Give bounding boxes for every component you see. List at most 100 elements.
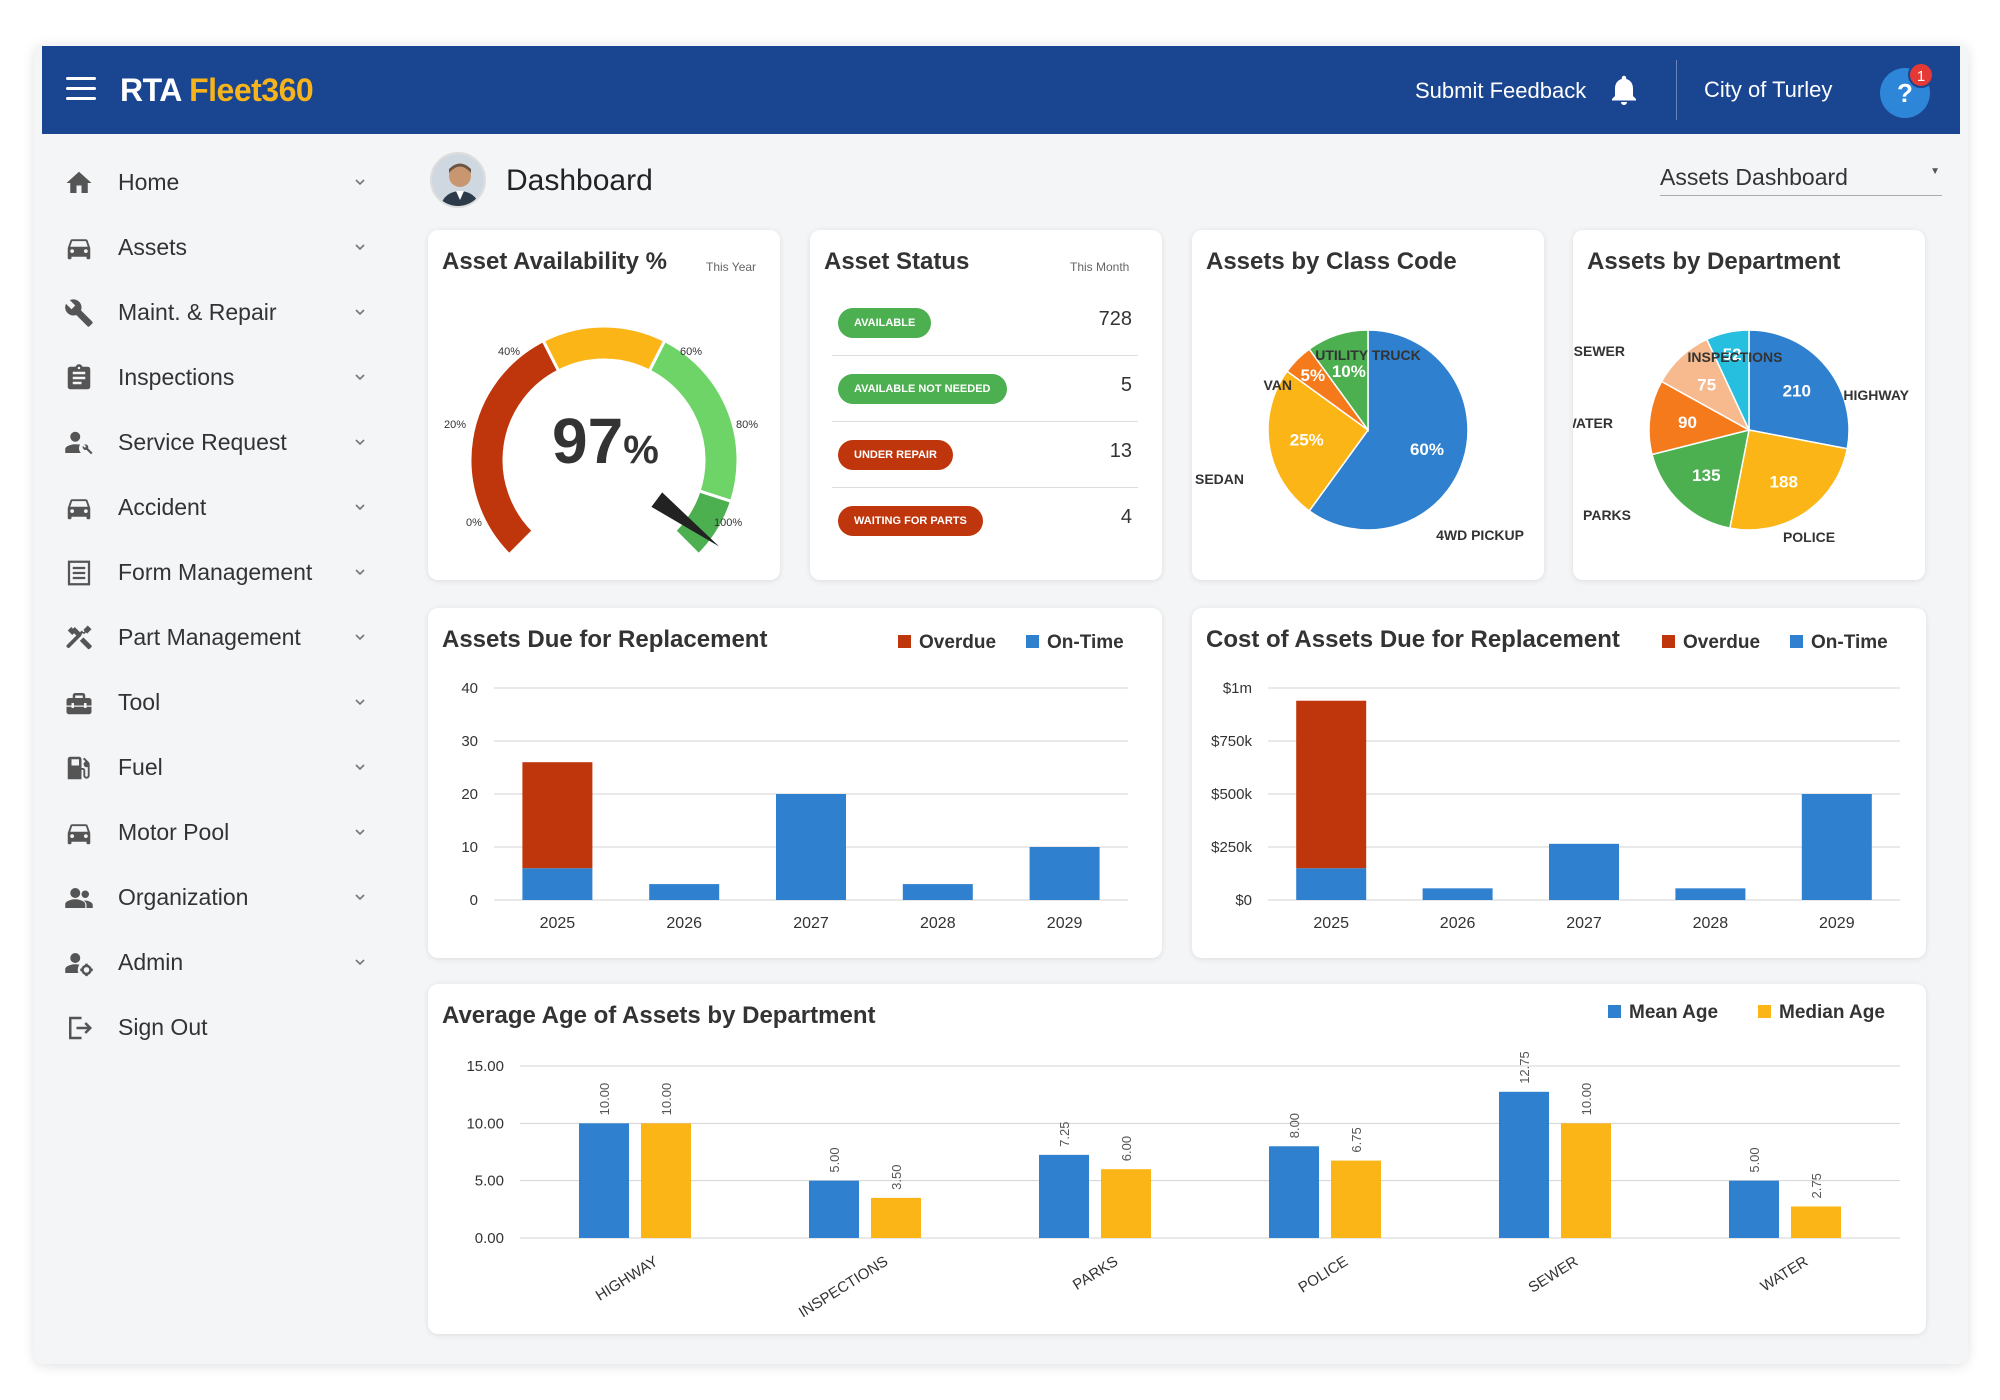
legend-swatch: [1026, 635, 1039, 648]
sidebar-item-service-request[interactable]: Service Request: [34, 412, 390, 472]
bar-mean-age[interactable]: [809, 1180, 859, 1238]
legend-median-age[interactable]: Median Age: [1758, 1002, 1885, 1024]
pie-value-label: 52: [1723, 345, 1742, 364]
bar-on-time[interactable]: [1801, 794, 1872, 900]
pie-slice[interactable]: [1651, 428, 1750, 530]
user-avatar[interactable]: [430, 152, 486, 208]
bar-overdue[interactable]: [1296, 700, 1367, 869]
pie-category-label: PARKS: [1583, 507, 1631, 523]
sidebar-item-tool[interactable]: Tool: [34, 672, 390, 732]
pie-category-label: WATER: [1573, 415, 1613, 431]
sidebar-item-part-management[interactable]: Part Management: [34, 607, 390, 667]
chevron-down-icon[interactable]: [352, 499, 368, 515]
status-pill[interactable]: UNDER REPAIR: [838, 440, 953, 470]
bar-median-age[interactable]: [1101, 1169, 1151, 1238]
sidebar-item-organization[interactable]: Organization: [34, 867, 390, 927]
bar-median-age[interactable]: [1331, 1160, 1381, 1238]
chevron-down-icon[interactable]: [352, 564, 368, 580]
bar-value-label: 12.75: [1517, 1051, 1532, 1084]
bar-on-time[interactable]: [522, 868, 593, 900]
sidebar-item-accident[interactable]: Accident: [34, 477, 390, 537]
chevron-down-icon[interactable]: [352, 369, 368, 385]
pie-slice[interactable]: [1308, 329, 1469, 531]
bar-overdue[interactable]: [522, 762, 593, 869]
gauge-band-light-green: [647, 338, 740, 504]
x-tick-label: 2028: [1693, 915, 1729, 932]
sidebar-item-motor-pool[interactable]: Motor Pool: [34, 802, 390, 862]
y-tick-label: $500k: [1211, 786, 1252, 803]
status-pill[interactable]: WAITING FOR PARTS: [838, 506, 983, 536]
sidebar-item-home[interactable]: Home: [34, 152, 390, 212]
org-name[interactable]: City of Turley: [1704, 77, 1833, 102]
sidebar-item-fuel[interactable]: Fuel: [34, 737, 390, 797]
bar-on-time[interactable]: [776, 794, 846, 900]
pie-slice[interactable]: [1705, 329, 1750, 431]
dashboard-select[interactable]: Assets Dashboard ▼: [1660, 160, 1942, 196]
pie-slice[interactable]: [1267, 370, 1370, 512]
bar-median-age[interactable]: [871, 1197, 921, 1238]
menu-icon[interactable]: [66, 77, 96, 101]
legend-on-time[interactable]: On-Time: [1790, 632, 1888, 654]
bar-on-time[interactable]: [1029, 847, 1100, 900]
legend-mean-age[interactable]: Mean Age: [1608, 1002, 1718, 1024]
pie-value-label: 60%: [1410, 440, 1444, 459]
bar-value-label: 10.00: [659, 1083, 674, 1116]
bar-value-label: 8.00: [1287, 1113, 1302, 1138]
legend-overdue[interactable]: Overdue: [898, 632, 996, 654]
bar-median-age[interactable]: [1791, 1206, 1841, 1238]
bar-on-time[interactable]: [1422, 888, 1493, 900]
chevron-down-icon[interactable]: [352, 434, 368, 450]
pie-category-label: INSPECTIONS: [1688, 349, 1783, 365]
chevron-down-icon[interactable]: [352, 889, 368, 905]
bar-value-label: 3.50: [889, 1165, 904, 1190]
pie-category-label: HIGHWAY: [1843, 387, 1909, 403]
card-title: Assets by Class Code: [1206, 248, 1457, 275]
bar-on-time[interactable]: [649, 884, 720, 900]
bar-on-time[interactable]: [1675, 888, 1746, 900]
bar-mean-age[interactable]: [579, 1123, 629, 1238]
chevron-down-icon[interactable]: [352, 629, 368, 645]
chevron-down-icon[interactable]: [352, 759, 368, 775]
sidebar-item-form-management[interactable]: Form Management: [34, 542, 390, 602]
people-icon: [65, 888, 93, 908]
sidebar: Home Assets Maint. & Repair Inspections Serv…: [34, 136, 390, 1364]
sidebar-item-sign-out[interactable]: Sign Out: [34, 997, 390, 1057]
chevron-down-icon[interactable]: [352, 954, 368, 970]
sidebar-item-admin[interactable]: Admin: [34, 932, 390, 992]
x-tick-label: 2027: [793, 915, 829, 932]
pie-slice[interactable]: [1648, 380, 1752, 456]
pie-slice[interactable]: [1308, 329, 1369, 433]
y-tick-label: 0: [470, 892, 478, 909]
legend-label: Median Age: [1779, 1002, 1885, 1023]
bar-mean-age[interactable]: [1269, 1146, 1319, 1238]
card-title: Average Age of Assets by Department: [442, 1002, 876, 1029]
bell-icon[interactable]: [1606, 72, 1642, 108]
status-pill[interactable]: AVAILABLE: [838, 308, 932, 338]
legend-on-time[interactable]: On-Time: [1026, 632, 1124, 654]
sidebar-item-inspections[interactable]: Inspections: [34, 347, 390, 407]
header-divider: [1676, 60, 1677, 120]
chevron-down-icon[interactable]: [352, 239, 368, 255]
fuel-icon: [67, 756, 90, 780]
bar-mean-age[interactable]: [1039, 1154, 1089, 1238]
sidebar-item-assets[interactable]: Assets: [34, 217, 390, 277]
chevron-down-icon[interactable]: [352, 304, 368, 320]
bar-mean-age[interactable]: [1729, 1180, 1779, 1238]
legend-overdue[interactable]: Overdue: [1662, 632, 1760, 654]
bar-on-time[interactable]: [1296, 868, 1367, 900]
app-logo[interactable]: RTA Fleet360: [120, 72, 314, 109]
chevron-down-icon[interactable]: [352, 824, 368, 840]
bar-mean-age[interactable]: [1499, 1091, 1549, 1238]
pie-slice[interactable]: [1748, 329, 1850, 450]
toolbox-icon: [66, 693, 92, 715]
pie-slice[interactable]: [1728, 429, 1849, 531]
submit-feedback-link[interactable]: Submit Feedback: [1415, 78, 1587, 103]
chevron-down-icon[interactable]: [352, 174, 368, 190]
bar-median-age[interactable]: [1561, 1123, 1611, 1238]
status-pill[interactable]: AVAILABLE NOT NEEDED: [838, 374, 1007, 404]
sidebar-item-maint-repair[interactable]: Maint. & Repair: [34, 282, 390, 342]
bar-median-age[interactable]: [641, 1123, 691, 1238]
chevron-down-icon[interactable]: [352, 694, 368, 710]
bar-on-time[interactable]: [902, 884, 973, 900]
bar-on-time[interactable]: [1549, 843, 1619, 900]
